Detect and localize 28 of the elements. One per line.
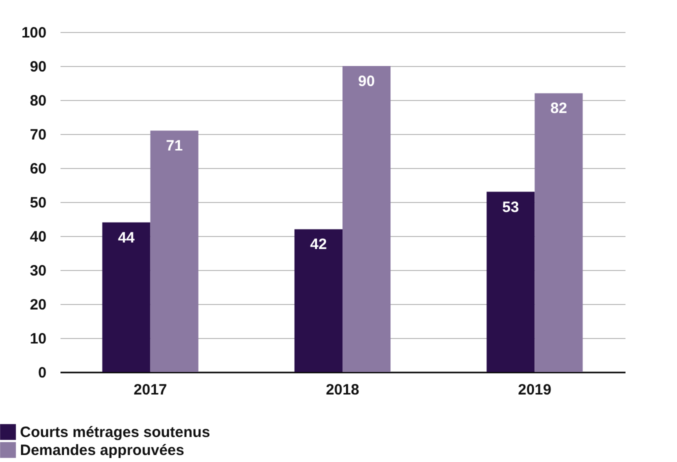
y-tick-label: 30 — [30, 262, 46, 280]
bar — [534, 93, 583, 372]
y-tick-label: 60 — [30, 160, 46, 178]
bar — [150, 130, 198, 372]
legend-label: Courts métrages soutenus — [20, 424, 210, 441]
data-label: 42 — [310, 236, 327, 254]
bar — [486, 192, 535, 372]
data-label: 53 — [502, 198, 519, 216]
data-label: 82 — [550, 100, 568, 118]
y-tick-label: 10 — [30, 330, 46, 348]
bar — [102, 222, 150, 372]
legend-label: Demandes approuvées — [20, 442, 184, 459]
y-tick-label: 70 — [30, 126, 46, 144]
y-tick-label: 20 — [30, 296, 46, 314]
y-tick-label: 90 — [30, 58, 46, 76]
y-tick-label: 0 — [38, 364, 46, 382]
y-tick-label: 50 — [30, 194, 46, 212]
y-tick-label: 40 — [30, 228, 46, 246]
bar — [342, 66, 391, 372]
data-label: 71 — [166, 138, 183, 155]
y-tick-label: 80 — [30, 92, 46, 110]
x-tick-label: 2018 — [326, 382, 360, 398]
y-tick-label: 100 — [21, 24, 46, 42]
data-label: 90 — [358, 73, 375, 90]
x-tick-label: 2017 — [134, 382, 168, 398]
data-label: 44 — [118, 229, 136, 246]
x-tick-label: 2019 — [518, 382, 552, 398]
bar — [294, 229, 342, 372]
